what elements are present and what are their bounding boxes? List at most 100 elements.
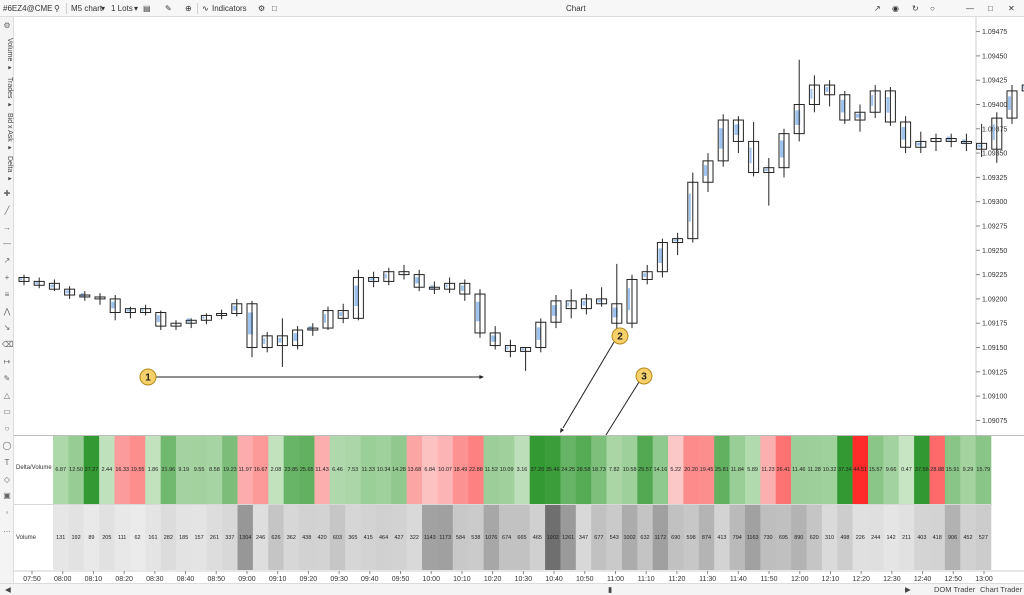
more-icon[interactable]: … [3, 525, 11, 534]
delta-cell [206, 436, 223, 504]
ray-icon[interactable]: → [3, 222, 11, 232]
price-tag-icon[interactable]: ▣ [3, 491, 11, 501]
search-icon[interactable]: ⚲ [54, 4, 60, 13]
delta-value: 3.16 [517, 467, 528, 473]
collapse-icon[interactable]: ↗ [874, 4, 881, 13]
toolbar: #6EZ4@CME ⚲ M5 chart ▾ 1 Lots ▾ ▤ ✎ ⊕ ∿ … [0, 0, 1024, 17]
tab-volume[interactable]: Volume ▸ [6, 38, 13, 72]
volume-value: 185 [179, 535, 188, 541]
delta-cell [114, 436, 131, 504]
tab-trades[interactable]: Trades ▸ [6, 77, 13, 109]
refresh-icon[interactable]: ↻ [912, 4, 919, 13]
settings-icon[interactable]: ⚙ [3, 21, 11, 30]
volume-value: 161 [148, 535, 157, 541]
volume-cell [883, 505, 900, 570]
line-tool-icon[interactable]: ╱ [4, 205, 10, 215]
zoom-icon[interactable]: ⊕ [185, 4, 192, 13]
volume-value: 626 [271, 535, 280, 541]
pencil-icon[interactable]: ✎ [165, 4, 172, 13]
brush-icon[interactable]: ✎ [3, 373, 11, 383]
price-tick-label: 1.09350 [982, 151, 1007, 158]
volume-value: 226 [856, 535, 865, 541]
eraser-icon[interactable]: ⌫ [2, 340, 14, 350]
delta-value: 28.58 [577, 467, 591, 473]
volume-value: 464 [379, 535, 388, 541]
maximize-icon[interactable]: □ [988, 4, 993, 13]
volume-profile [1008, 96, 1011, 110]
hline-icon[interactable]: — [3, 239, 11, 249]
timeframe-selector[interactable]: M5 chart [71, 4, 103, 13]
ruler-icon[interactable]: ↦ [3, 357, 11, 366]
bullish-candle [170, 322, 182, 327]
volume-cell [867, 505, 884, 570]
scroll-thumb[interactable]: ▮ [608, 585, 613, 594]
scroll-left-icon[interactable]: ◀ [5, 585, 11, 594]
tab-delta[interactable]: Delta ▸ [6, 155, 13, 183]
camera-icon[interactable]: ◉ [892, 4, 899, 13]
minimize-icon[interactable]: — [966, 4, 974, 13]
scroll-right-icon[interactable]: ▶ [905, 585, 911, 594]
volume-cell [914, 505, 930, 570]
cross-icon[interactable]: + [4, 273, 10, 282]
dom-trader-tab[interactable]: DOM Trader [934, 585, 976, 594]
delta-cell [944, 436, 961, 504]
delta-cell [329, 436, 346, 504]
circle-small-icon[interactable]: ◦ [5, 508, 9, 518]
chart-area[interactable]: 1.094751.094501.094251.094001.093751.093… [14, 17, 1024, 583]
volume-cell [345, 505, 361, 570]
time-tick-label: 10:00 [422, 576, 440, 583]
indicators-button[interactable]: Indicators [212, 4, 247, 13]
bearish-candle [459, 282, 471, 295]
volume-cell [83, 505, 100, 570]
triangle-icon[interactable]: △ [3, 390, 11, 400]
delta-value: 15.79 [976, 467, 990, 473]
volume-cell [545, 505, 561, 570]
chart-type-icon[interactable]: ▤ [143, 4, 151, 13]
time-tick-label: 09:00 [238, 576, 256, 583]
volume-value: 603 [333, 535, 342, 541]
volume-value: 674 [502, 535, 511, 541]
chart-trader-tab[interactable]: Chart Trader [980, 585, 1023, 594]
text-icon[interactable]: T [4, 457, 10, 467]
volume-profile [111, 301, 116, 309]
bearish-candle [33, 280, 45, 286]
circle-icon[interactable]: ○ [4, 424, 10, 434]
delta-value: 2.08 [271, 467, 282, 473]
bullish-candle [702, 160, 714, 183]
volume-cell [498, 505, 515, 570]
theme-icon[interactable]: ○ [930, 4, 935, 13]
rect-icon[interactable]: ▭ [3, 407, 11, 417]
volume-profile [734, 124, 740, 136]
layout-icon[interactable]: □ [272, 4, 277, 13]
price-tick-label: 1.09325 [982, 175, 1007, 182]
volume-cell [575, 505, 592, 570]
delta-value: 28.88 [930, 467, 944, 473]
volume-pane-label: Volume [16, 535, 37, 541]
trend-icon[interactable]: ↘ [3, 323, 11, 333]
volume-profile [567, 302, 570, 307]
bearish-candle [732, 119, 744, 142]
arrow-icon[interactable]: ↗ [3, 256, 11, 266]
volume-cell [437, 505, 454, 570]
price-axis[interactable] [977, 17, 1024, 435]
fib-icon[interactable]: ≡ [4, 289, 10, 299]
bearish-candle [428, 286, 440, 290]
tab-bid-x-ask[interactable]: Bid x Ask ▸ [6, 113, 13, 152]
pitchfork-icon[interactable]: ⋀ [3, 306, 11, 316]
bullish-candle [672, 238, 684, 244]
delta-cell [68, 436, 85, 504]
symbol-selector[interactable]: #6EZ4@CME [3, 4, 53, 13]
ellipse-icon[interactable]: ◯ [2, 441, 12, 450]
delta-value: 19.45 [700, 467, 714, 473]
volume-profile [278, 337, 282, 343]
price-tick-label: 1.09475 [982, 29, 1007, 36]
crosshair-icon[interactable]: ✚ [3, 189, 11, 198]
delta-value: 37.20 [530, 467, 544, 473]
templates-icon[interactable]: ⚙ [258, 4, 266, 13]
delta-value: 5.22 [670, 467, 681, 473]
label-icon[interactable]: ◇ [3, 474, 11, 484]
close-icon[interactable]: ✕ [1008, 4, 1015, 13]
delta-value: 37.34 [838, 467, 852, 473]
volume-profile [582, 300, 586, 306]
lots-selector[interactable]: 1 Lots [111, 4, 133, 13]
